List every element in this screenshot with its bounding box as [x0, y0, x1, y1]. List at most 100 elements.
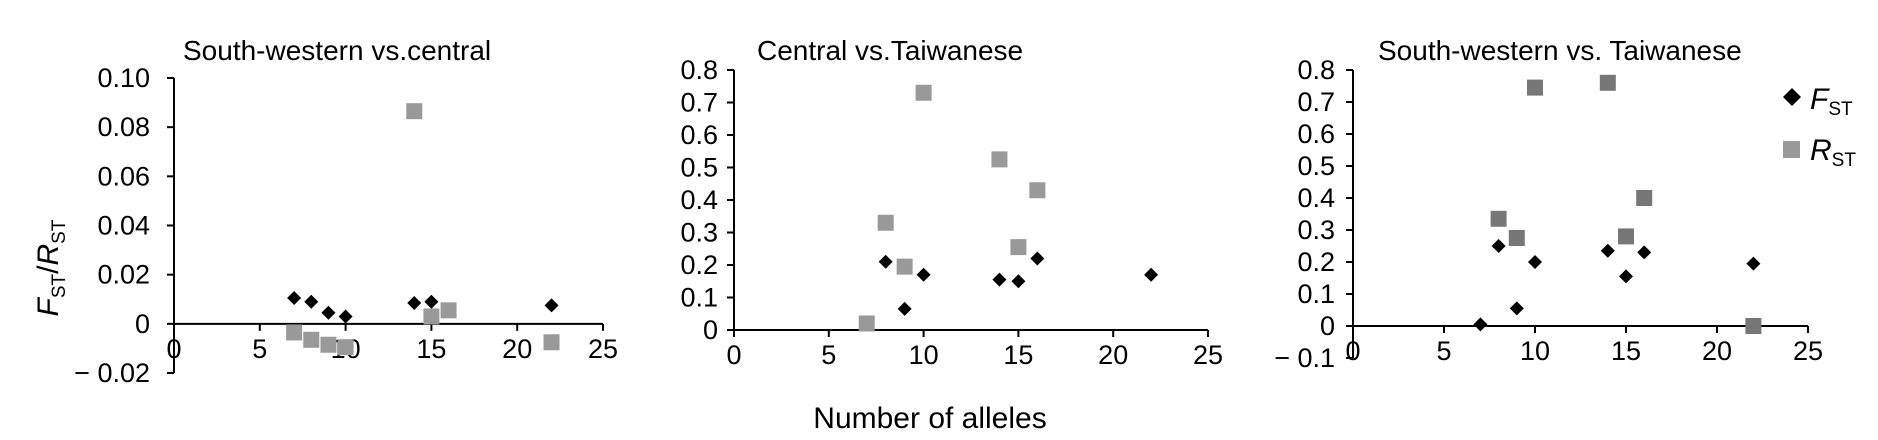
x-tick-label: 15: [1611, 336, 1641, 366]
y-tick-label: 0.1: [1297, 279, 1335, 309]
rst-point: [877, 214, 894, 231]
legend-fst-marker: [1783, 88, 1801, 106]
y-tick-label: 0.8: [1297, 55, 1335, 85]
legend: FST RST: [1783, 83, 1856, 171]
fst-point: [321, 305, 336, 320]
x-tick-label: 25: [1193, 340, 1223, 370]
y-tick-label: 0.4: [1297, 183, 1335, 213]
fst-point: [407, 295, 422, 310]
legend-rst-marker: [1783, 141, 1800, 158]
fst-point: [287, 291, 302, 306]
rst-point: [440, 302, 457, 319]
x-tick-label: 0: [166, 334, 181, 364]
y-tick-label: 0.04: [97, 211, 150, 241]
y-tick-label: 0.7: [1297, 87, 1335, 117]
y-tick-label: 0: [135, 309, 150, 339]
x-tick-label: 10: [1520, 336, 1550, 366]
x-tick-label: 5: [821, 340, 836, 370]
y-tick-label: 0.6: [1297, 119, 1335, 149]
y-tick-label: 0: [1320, 311, 1335, 341]
fst-point: [424, 294, 439, 309]
chart-title: Central vs.Taiwanese: [757, 35, 1023, 66]
fst-point: [1144, 267, 1159, 282]
rst-point: [303, 331, 320, 348]
x-tick-label: 0: [1345, 336, 1360, 366]
x-tick-label: 0: [726, 340, 741, 370]
y-tick-label: 0.02: [97, 260, 150, 290]
y-tick-label: 0.8: [680, 55, 718, 85]
y-tick-label: 0.5: [680, 153, 718, 183]
fst-point: [1011, 274, 1026, 289]
x-tick-label: 15: [1003, 340, 1033, 370]
legend-rst-label: RST: [1810, 134, 1856, 171]
rst-point: [406, 103, 423, 120]
rst-point: [1527, 79, 1543, 96]
x-tick-label: 25: [588, 334, 618, 364]
y-label-main2: R: [32, 244, 65, 266]
rst-point: [915, 84, 932, 101]
y-tick-label: 0.7: [680, 88, 718, 118]
rst-point: [858, 315, 875, 332]
legend-fst-sub: ST: [1828, 99, 1853, 120]
y-tick-label: 0.1: [680, 283, 718, 313]
y-tick-label: 0.5: [1297, 151, 1335, 181]
rst-point: [1010, 239, 1027, 256]
fst-point: [1637, 245, 1652, 260]
y-label-sep: /: [32, 265, 65, 274]
panel-southwestern-vs-taiwanese: South-western vs. Taiwanese− 0.100.10.20…: [1274, 35, 1823, 373]
chart-title: South-western vs. Taiwanese: [1378, 35, 1742, 66]
rst-point: [991, 151, 1008, 168]
chart-title: South-western vs.central: [183, 35, 491, 66]
fst-point: [1473, 317, 1488, 332]
x-axis-label: Number of alleles: [813, 402, 1046, 435]
y-axis-label: FST/RST: [32, 219, 70, 316]
legend-rst-sub: ST: [1832, 150, 1857, 171]
rst-point: [1490, 210, 1507, 227]
x-tick-label: 10: [909, 340, 939, 370]
fst-point: [878, 254, 893, 269]
y-label-main1: F: [32, 296, 65, 316]
fst-point: [304, 294, 319, 309]
rst-point: [1599, 74, 1616, 91]
panel-southwestern-vs-central: South-western vs.central − 0.02 0 0.02 0.04 0…: [74, 35, 618, 388]
y-tick-label: 0.10: [97, 63, 150, 93]
y-tick-label: 0.2: [1297, 247, 1335, 277]
fst-point: [1509, 301, 1524, 316]
y-label-sub2: ST: [49, 219, 70, 244]
x-tick-label: 20: [502, 334, 532, 364]
rst-point: [1745, 318, 1762, 334]
y-tick-label: 0.06: [97, 161, 150, 191]
y-tick-label: 0: [703, 315, 718, 345]
y-label-sub1: ST: [49, 273, 70, 298]
legend-rst-main: R: [1810, 134, 1832, 167]
rst-point: [1618, 228, 1634, 245]
rst-point: [320, 336, 337, 353]
y-tick-label: 0.08: [97, 112, 150, 142]
fst-point: [1030, 251, 1045, 266]
fst-point: [897, 301, 912, 316]
x-tick-label: 20: [1702, 336, 1732, 366]
rst-point: [896, 258, 913, 275]
rst-point: [337, 339, 354, 356]
rst-point: [543, 334, 560, 351]
fst-point: [544, 298, 559, 313]
y-tick-label: − 0.1: [1274, 343, 1335, 373]
y-tick-label: 0.4: [680, 185, 718, 215]
x-tick-label: 25: [1793, 336, 1823, 366]
x-tick-label: 15: [416, 334, 446, 364]
rst-point: [423, 308, 440, 325]
y-tick-label: − 0.02: [74, 358, 150, 388]
y-tick-label: 0.2: [680, 250, 718, 280]
fst-point: [1600, 243, 1615, 258]
x-tick-label: 5: [252, 334, 267, 364]
y-tick-label: 0.3: [1297, 215, 1335, 245]
fst-point: [916, 267, 931, 282]
panel-central-vs-taiwanese: Central vs.Taiwanese00.10.20.30.40.50.60…: [680, 35, 1223, 370]
rst-point: [1508, 230, 1525, 246]
rst-point: [1636, 190, 1653, 206]
x-tick-label: 5: [1436, 336, 1451, 366]
legend-fst-label: FST: [1810, 83, 1853, 120]
fst-point: [1491, 239, 1506, 253]
fst-point: [1619, 269, 1633, 284]
